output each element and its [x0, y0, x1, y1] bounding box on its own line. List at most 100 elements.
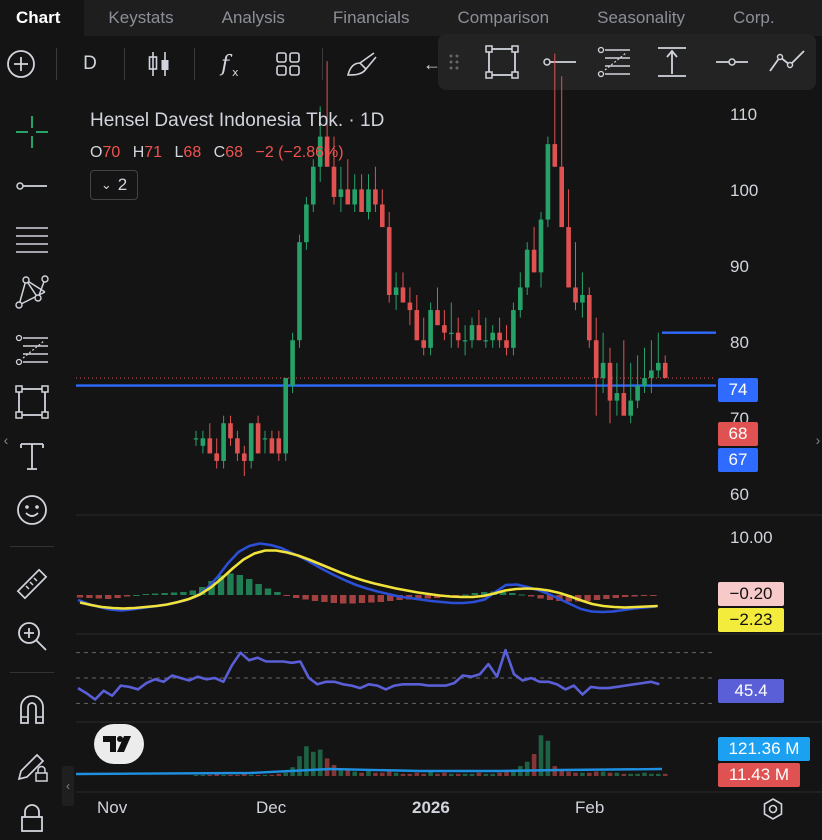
candle-body	[380, 204, 385, 228]
macd-histogram-bar	[518, 594, 525, 596]
candle-body	[580, 294, 585, 303]
macd-histogram-bar	[274, 592, 281, 595]
rectangle-tool-button[interactable]	[482, 42, 522, 82]
drag-handle-icon[interactable]	[446, 42, 462, 82]
ohlc-legend: O70 H71 L68 C68 −2 (−2.86%)	[90, 144, 352, 162]
lock-drawings-button[interactable]	[10, 744, 54, 788]
gear-icon	[763, 798, 783, 820]
candle-body	[304, 204, 309, 243]
volume-bar	[283, 772, 288, 776]
volume-bar	[407, 773, 413, 776]
macd-histogram-bar	[499, 592, 507, 595]
volume-bar	[504, 771, 509, 776]
tab-comparison[interactable]: Comparison	[457, 8, 550, 27]
add-symbol-button[interactable]	[4, 44, 38, 84]
close-label: C	[213, 144, 226, 161]
price-range-tool-button[interactable]	[652, 42, 692, 82]
macd-histogram-bar	[593, 595, 601, 600]
chart-type-button[interactable]	[142, 44, 176, 84]
volume-bar	[559, 769, 564, 776]
open-value: 70	[102, 144, 121, 161]
crosshair-tool-button[interactable]	[10, 110, 54, 154]
candle-body	[642, 377, 647, 386]
time-tick: Feb	[575, 798, 605, 817]
tab-seasonality[interactable]: Seasonality	[597, 8, 686, 27]
pattern-tool-button[interactable]	[10, 270, 54, 314]
rectangle-icon	[485, 45, 519, 79]
candle-body	[297, 242, 302, 341]
volume-bar	[421, 773, 426, 776]
volume-bar	[449, 773, 454, 776]
candle-body	[614, 393, 620, 401]
interval-button[interactable]: D	[83, 53, 97, 74]
price-tick: 110	[730, 105, 758, 124]
magnet-mode-button[interactable]	[10, 688, 54, 732]
text-tool-button[interactable]	[10, 434, 54, 478]
indicators-button[interactable]: f x	[214, 44, 248, 84]
volume-bar	[200, 774, 206, 776]
volume-bar	[414, 772, 420, 776]
candle-body	[407, 302, 413, 311]
chevron-left-icon[interactable]: ‹	[3, 432, 9, 448]
toolbar-divider	[124, 48, 125, 80]
fib-retracement-tool-button[interactable]	[10, 328, 54, 372]
volume-bar	[214, 773, 219, 776]
chart-settings-button[interactable]	[760, 796, 786, 822]
candle-body	[393, 287, 399, 295]
macd-histogram-bar	[142, 594, 149, 595]
horizontal-ray-tool-button[interactable]	[712, 42, 752, 82]
candle-body	[414, 310, 420, 341]
candle-body	[524, 249, 530, 288]
candle-body	[545, 144, 551, 220]
candle-body	[442, 325, 447, 333]
macd-histogram-bar	[227, 573, 234, 595]
floating-drawing-toolbar	[438, 34, 816, 90]
time-tick: Dec	[256, 798, 287, 817]
toolbar-divider	[322, 48, 323, 80]
measure-tool-button[interactable]	[10, 562, 54, 606]
candle-body	[352, 189, 357, 205]
tab-corp[interactable]: Corp.	[733, 8, 775, 27]
toolbar-scroll-left-icon[interactable]: ‹	[62, 766, 74, 806]
chevron-right-icon[interactable]: ›	[815, 432, 821, 448]
polyline-icon	[769, 50, 805, 72]
line-tool-button[interactable]	[10, 164, 54, 208]
macd-histogram-bar	[246, 579, 253, 595]
volume-bar	[607, 772, 613, 776]
shape-tool-button[interactable]	[10, 380, 54, 424]
candle-body	[531, 249, 537, 273]
tab-chart[interactable]: Chart	[0, 0, 85, 36]
time-tick: Nov	[97, 798, 128, 817]
macd-histogram-bar	[584, 595, 591, 601]
layouts-button[interactable]	[270, 44, 306, 84]
path-tool-button[interactable]	[764, 42, 810, 82]
candle-body	[345, 189, 351, 205]
fib-tool-button[interactable]	[594, 42, 634, 82]
volume-bar	[373, 772, 378, 776]
tradingview-logo[interactable]	[94, 724, 144, 764]
emoji-tool-button[interactable]	[10, 488, 54, 532]
candle-body	[573, 287, 578, 303]
candle-body	[317, 136, 323, 167]
candle-body	[600, 362, 606, 378]
volume-bar	[248, 774, 254, 776]
arrow-left-icon[interactable]: ←	[423, 53, 441, 74]
tab-keystats[interactable]: Keystats	[108, 8, 174, 27]
channel-tool-button[interactable]	[10, 218, 54, 262]
rectangle-icon	[15, 385, 49, 419]
tab-analysis[interactable]: Analysis	[221, 8, 285, 27]
zoom-tool-button[interactable]	[10, 614, 54, 658]
drawing-brush-button[interactable]	[342, 44, 382, 84]
zoom-in-icon	[18, 622, 47, 651]
volume-bar	[207, 774, 213, 776]
macd-histogram-bar	[565, 595, 572, 602]
collapse-indicators-button[interactable]: ⌄ 2	[90, 170, 138, 200]
candle-body	[428, 310, 433, 348]
tab-financials[interactable]: Financials	[332, 8, 410, 27]
open-label: O	[90, 144, 103, 161]
indicator-count: 2	[117, 175, 128, 194]
candle-body	[242, 453, 247, 461]
high-label: H	[132, 144, 145, 161]
macd-line	[77, 542, 656, 614]
